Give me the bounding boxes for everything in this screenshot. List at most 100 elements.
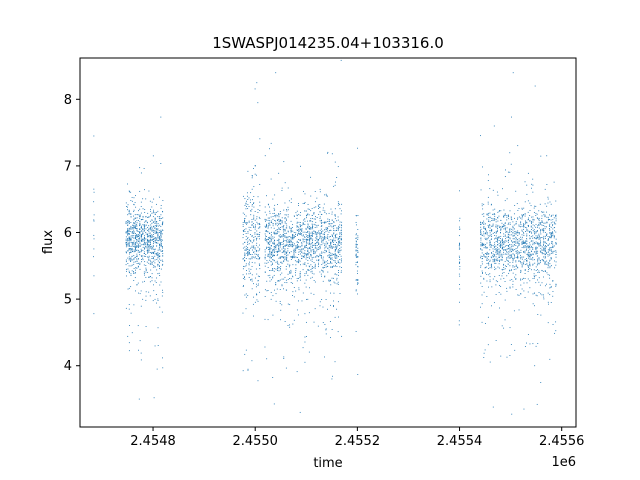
data-point <box>511 240 513 242</box>
data-point <box>245 249 247 251</box>
data-point <box>154 212 156 214</box>
data-point <box>313 248 315 250</box>
data-point <box>255 286 257 288</box>
data-point <box>321 299 323 300</box>
data-point <box>273 212 275 214</box>
data-point <box>541 217 543 219</box>
data-point <box>480 275 482 277</box>
data-point <box>313 252 315 254</box>
data-point <box>506 236 508 238</box>
data-point <box>148 225 150 227</box>
data-point <box>278 213 280 215</box>
data-point <box>506 266 508 267</box>
data-point <box>341 203 343 205</box>
data-point <box>153 265 155 267</box>
data-point <box>331 259 333 261</box>
data-point <box>159 246 161 248</box>
data-point <box>148 216 150 218</box>
data-point <box>299 240 301 242</box>
data-point <box>245 293 247 295</box>
data-point <box>285 237 287 239</box>
data-point <box>334 244 336 245</box>
data-point <box>550 203 552 205</box>
data-point <box>529 210 531 211</box>
data-point <box>547 262 549 264</box>
data-point <box>483 244 485 246</box>
data-point <box>278 223 280 225</box>
data-point <box>498 267 500 269</box>
data-point <box>292 243 294 245</box>
data-point <box>311 249 313 251</box>
data-point <box>302 219 304 221</box>
data-point <box>296 241 298 243</box>
data-point <box>490 264 492 266</box>
data-point <box>319 305 321 307</box>
data-point <box>307 231 309 233</box>
data-point <box>242 234 244 236</box>
data-point <box>484 267 486 269</box>
data-point <box>307 250 309 252</box>
data-point <box>512 261 514 263</box>
data-point <box>293 232 295 233</box>
data-point <box>528 250 529 252</box>
data-point <box>309 227 311 229</box>
data-point <box>162 261 164 262</box>
data-point <box>162 217 164 219</box>
data-point <box>536 403 538 405</box>
data-point <box>298 289 300 291</box>
data-point <box>290 272 292 274</box>
data-point <box>553 181 555 183</box>
data-point <box>523 282 525 284</box>
data-point <box>497 247 498 249</box>
data-point <box>155 294 157 295</box>
data-point <box>486 237 488 239</box>
data-point <box>521 246 523 248</box>
data-point <box>137 251 139 253</box>
data-point <box>310 238 312 240</box>
data-point <box>287 216 289 218</box>
data-point <box>125 251 127 253</box>
data-point <box>332 239 333 241</box>
data-point <box>503 246 505 248</box>
data-point <box>544 271 546 272</box>
data-point <box>264 262 266 264</box>
data-point <box>484 227 486 229</box>
data-point <box>546 155 548 157</box>
data-point <box>487 201 489 203</box>
data-point <box>264 318 266 320</box>
data-point <box>259 227 261 229</box>
data-point <box>309 220 310 222</box>
data-point <box>152 221 154 223</box>
data-point <box>319 244 321 246</box>
data-point <box>133 237 135 239</box>
data-point <box>492 278 494 280</box>
data-point <box>307 254 309 255</box>
data-point <box>340 237 342 239</box>
data-point <box>156 259 158 260</box>
data-point <box>274 239 275 241</box>
data-point <box>459 244 461 246</box>
data-point <box>244 219 245 221</box>
data-point <box>310 236 312 238</box>
data-point <box>253 226 255 228</box>
data-point <box>160 204 162 206</box>
data-point <box>327 308 328 310</box>
data-point <box>287 230 289 232</box>
data-point <box>302 269 304 271</box>
data-point <box>511 116 512 118</box>
data-point <box>486 251 488 253</box>
data-point <box>134 246 136 247</box>
data-point <box>282 234 284 235</box>
data-point <box>270 254 272 256</box>
data-point <box>130 249 132 251</box>
data-point <box>268 242 269 244</box>
data-point <box>322 240 324 242</box>
data-point <box>250 239 252 241</box>
data-point <box>533 229 535 231</box>
data-point <box>298 226 300 228</box>
data-point <box>284 276 286 278</box>
data-point <box>529 268 531 270</box>
data-point <box>517 234 519 236</box>
data-point <box>517 232 519 234</box>
data-point <box>509 254 511 256</box>
